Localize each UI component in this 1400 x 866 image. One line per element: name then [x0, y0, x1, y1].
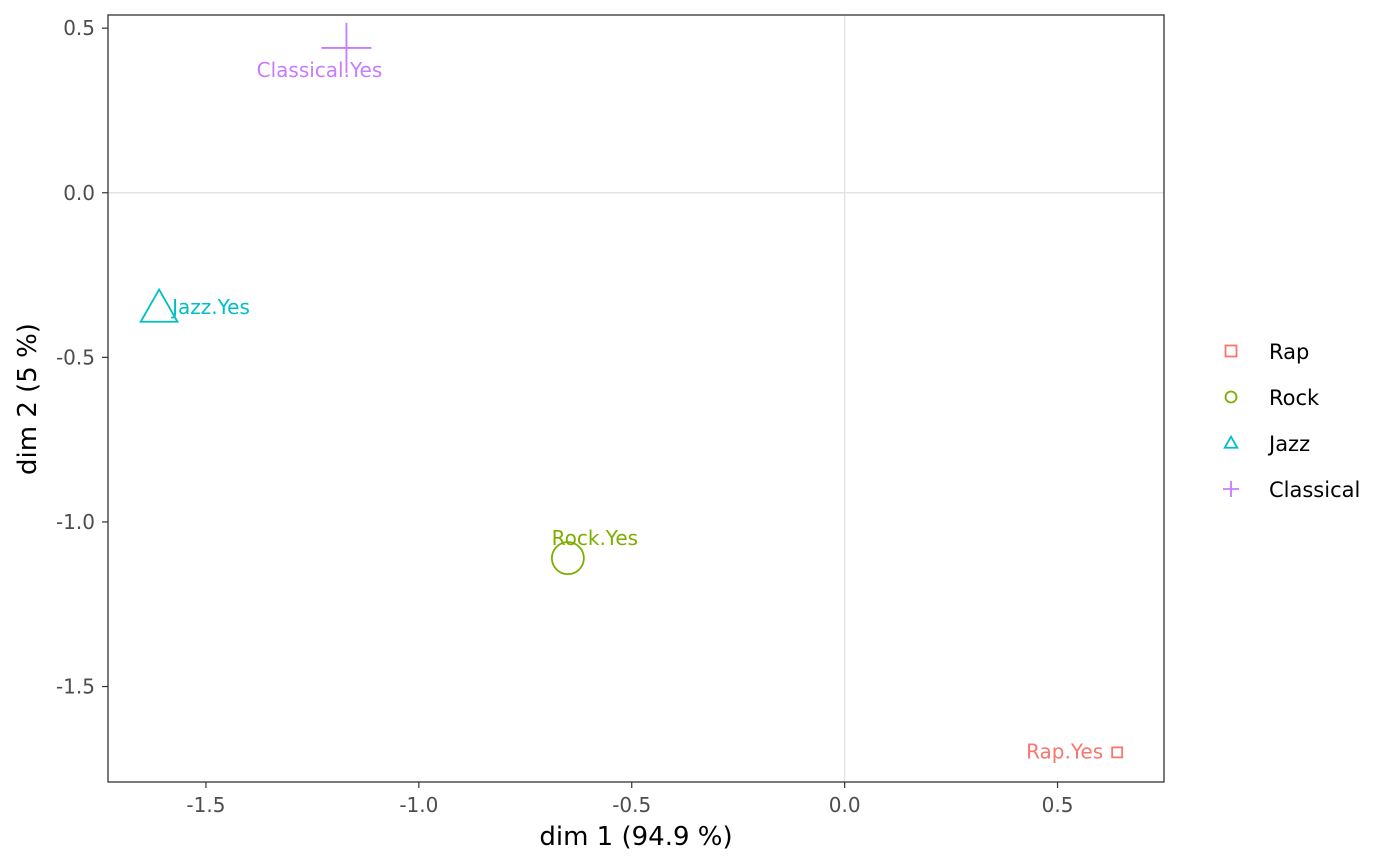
point-label-rock: Rock.Yes: [552, 526, 638, 550]
legend-label-jazz: Jazz: [1267, 432, 1310, 456]
legend-key-rock: [1224, 390, 1238, 404]
plot-panel: [107, 14, 1165, 783]
y-tick-label: 0.5: [63, 16, 95, 40]
point-label-rap: Rap.Yes: [1026, 739, 1103, 763]
y-tick-label: -1.0: [56, 510, 95, 534]
legend-key-jazz: [1223, 434, 1239, 449]
point-label-jazz: Jazz.Yes: [170, 295, 250, 319]
point-rap: [1111, 746, 1124, 759]
x-tick-label: 0.0: [829, 793, 861, 817]
point-jazz: [139, 287, 180, 323]
axis-ticks: -1.5 -1.0 -0.5 0.0 0.5 0.5 0.0 -0.5 -1.0 -1.5: [56, 16, 1073, 817]
y-axis-title: dim 2 (5 %): [13, 323, 43, 475]
legend-label-rock: Rock: [1269, 386, 1320, 410]
x-tick-label: -1.0: [399, 793, 438, 817]
legend-label-rap: Rap: [1269, 340, 1309, 364]
point-classical: [321, 22, 372, 73]
y-tick-label: -0.5: [56, 345, 95, 369]
panel-border: [107, 14, 1165, 783]
legend-key-rap: [1224, 344, 1238, 358]
point-rock: [550, 541, 585, 576]
y-tick-label: -1.5: [56, 675, 95, 699]
legend-label-classical: Classical: [1269, 478, 1360, 502]
y-tick-label: 0.0: [63, 181, 95, 205]
x-tick-label: -0.5: [612, 793, 651, 817]
data-points: Rap.Yes Rock.Yes Jazz.Yes Classical.Yes: [139, 22, 1124, 763]
x-tick-label: -1.5: [186, 793, 225, 817]
x-tick-label: 0.5: [1042, 793, 1074, 817]
legend-key-classical: [1223, 481, 1239, 497]
legend: Rap Rock Jazz Classical: [1223, 340, 1360, 502]
x-axis-title: dim 1 (94.9 %): [539, 822, 732, 852]
point-label-classical: Classical.Yes: [257, 58, 383, 82]
